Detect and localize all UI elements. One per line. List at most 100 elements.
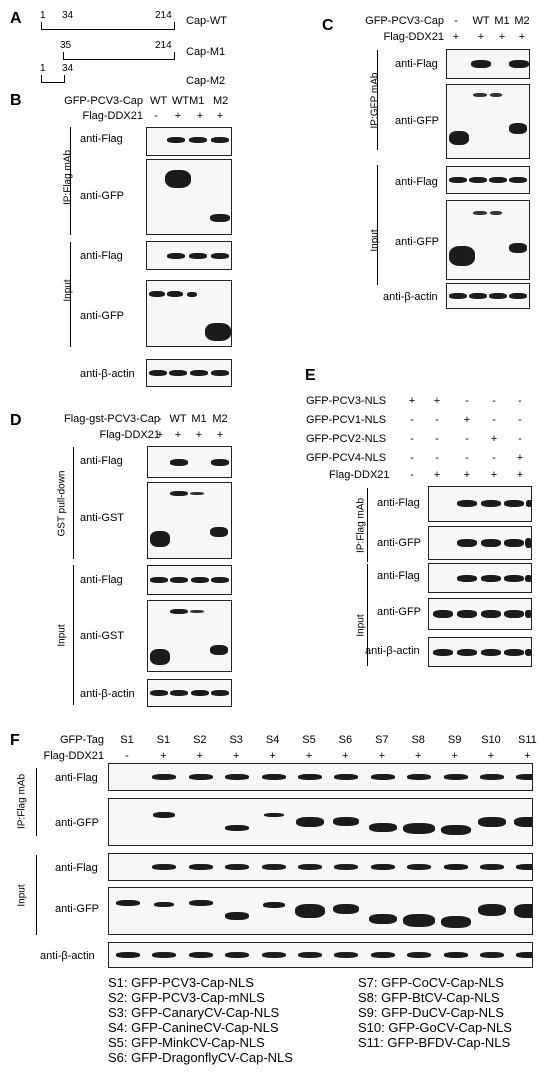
- f-input-label: Input: [16, 884, 28, 907]
- f-blot5-band-10: [443, 952, 468, 958]
- d-lane-2: WT: [169, 413, 187, 425]
- f-blot1-band-12: [516, 774, 532, 780]
- cap-wt-label: Cap-WT: [186, 15, 227, 27]
- e-sign-r2-c2: -: [435, 414, 439, 426]
- f-blot2-band-8: [368, 823, 397, 832]
- f-blot5-band-8: [370, 952, 395, 958]
- d-blot4: [147, 600, 232, 672]
- f-input-label-wrap: Input: [0, 884, 72, 906]
- c-blot3: [446, 166, 530, 194]
- f-blot5-band-9: [407, 952, 432, 958]
- c-lane-3: M1: [494, 15, 510, 27]
- f-legend-10: S10: GFP-GoCV-Cap-NLS: [358, 1020, 512, 1035]
- c-blot5-label: anti-β-actin: [383, 291, 438, 303]
- f-blot1-band-11: [480, 774, 504, 780]
- e-sign-r2-c5: -: [518, 414, 522, 426]
- c-ip-bracket: [377, 50, 378, 150]
- f-blot4-band-11: [478, 904, 506, 916]
- b-blot3-label: anti-Flag: [80, 250, 123, 262]
- f-input-bracket: [36, 855, 37, 935]
- d-gst-bracket: [73, 447, 74, 559]
- cap-wt-end: 214: [155, 10, 172, 21]
- e-sign-r1-c2: +: [433, 395, 441, 407]
- b-blot1-label: anti-Flag: [80, 133, 123, 145]
- f-lane-9: S8: [411, 734, 425, 746]
- f-blot3-band-11: [480, 864, 504, 870]
- b-ip-label: IP:Flag mAb: [62, 149, 74, 206]
- e-sign-r1-c3: -: [465, 395, 469, 407]
- b-lane-wt: WT: [150, 95, 168, 107]
- c-input-bracket: [377, 165, 378, 285]
- cap-m1-end: 214: [155, 40, 172, 51]
- b-blot3: [146, 241, 232, 270]
- f-blot1-band-8: [370, 774, 395, 780]
- e-blot3: [428, 563, 532, 593]
- cap-m1-start: 35: [60, 40, 72, 51]
- c-sign-1: +: [452, 31, 460, 43]
- f-blot4-band-3: [188, 900, 213, 906]
- f-blot4-band-9: [403, 914, 436, 927]
- f-lane-8: S7: [375, 734, 389, 746]
- panel-label-d: D: [10, 412, 22, 429]
- f-blot3-band-8: [370, 864, 395, 870]
- panel-label-b: B: [10, 92, 22, 109]
- e-row4-label: GFP-PCV4-NLS: [306, 452, 387, 464]
- e-row3-label: GFP-PCV2-NLS: [306, 433, 387, 445]
- f-blot4-band-7: [333, 904, 360, 914]
- b-row2-label: Flag-DDX21: [82, 110, 143, 122]
- b-lane-wtm1: WTM1: [172, 95, 205, 107]
- f-blot3-label: anti-Flag: [55, 862, 98, 874]
- f-blot4-band-4: [225, 912, 250, 920]
- cap-m2-bar: [41, 75, 65, 83]
- e-ip-bracket: [367, 488, 368, 562]
- e-sign-r3-c4: +: [490, 433, 498, 445]
- c-blot4-label: anti-GFP: [395, 236, 440, 248]
- d-sign-1: +: [156, 429, 164, 441]
- d-blot3: [147, 565, 232, 595]
- f-row2-label: Flag-DDX21: [43, 750, 104, 762]
- d-row2-label: Flag-DDX21: [99, 429, 160, 441]
- f-blot2-band-10: [440, 825, 471, 835]
- f-blot1-band-5: [261, 774, 286, 780]
- f-blot5-band-7: [334, 952, 359, 958]
- f-blot1-band-6: [298, 774, 322, 780]
- f-ip-label: IP:Flag mAb: [16, 773, 28, 830]
- c-blot1: [446, 49, 530, 79]
- e-row1-label: GFP-PCV3-NLS: [306, 395, 387, 407]
- f-blot5-band-2: [152, 952, 177, 958]
- f-blot4-band-5: [262, 902, 285, 908]
- f-sign-11: +: [487, 750, 495, 762]
- f-blot5-band-1: [116, 952, 140, 958]
- e-blot2-label: anti-GFP: [377, 537, 422, 549]
- f-legend-6: S6: GFP-DragonflyCV-Cap-NLS: [108, 1050, 293, 1065]
- f-blot5-band-3: [188, 952, 213, 958]
- f-legend-9: S9: GFP-DuCV-Cap-NLS: [358, 1005, 504, 1020]
- e-blot4-label: anti-GFP: [377, 606, 422, 618]
- cap-wt-bar: [41, 22, 175, 30]
- e-sign-r3-c2: -: [435, 433, 439, 445]
- f-blot5-label: anti-β-actin: [40, 950, 95, 962]
- e-sign-r3-c1: -: [410, 433, 414, 445]
- d-blot3-label: anti-Flag: [80, 574, 123, 586]
- c-blot2: [446, 84, 530, 159]
- b-sign-2: +: [174, 110, 182, 122]
- f-sign-6: +: [305, 750, 313, 762]
- e-sign-r4-c3: -: [465, 452, 469, 464]
- e-blot5: [428, 637, 532, 667]
- e-ip-label-wrap: IP:Flag mAb: [311, 498, 411, 553]
- f-blot5-band-11: [480, 952, 504, 958]
- b-lane-m2: M2: [213, 95, 229, 107]
- f-blot2-band-7: [333, 817, 360, 826]
- f-blot1-band-9: [407, 774, 432, 780]
- e-sign-r1-c5: -: [518, 395, 522, 407]
- f-blot3-band-3: [188, 864, 213, 870]
- f-blot5-band-5: [261, 952, 286, 958]
- c-row2-label: Flag-DDX21: [383, 31, 444, 43]
- e-blot4: [428, 598, 532, 630]
- e-input-label-wrap: Input: [311, 614, 411, 636]
- panel-label-c: C: [322, 17, 334, 34]
- d-blot1: [147, 446, 232, 478]
- f-sign-10: +: [451, 750, 458, 762]
- f-blot5-band-12: [516, 952, 532, 958]
- f-blot1-band-10: [443, 774, 468, 780]
